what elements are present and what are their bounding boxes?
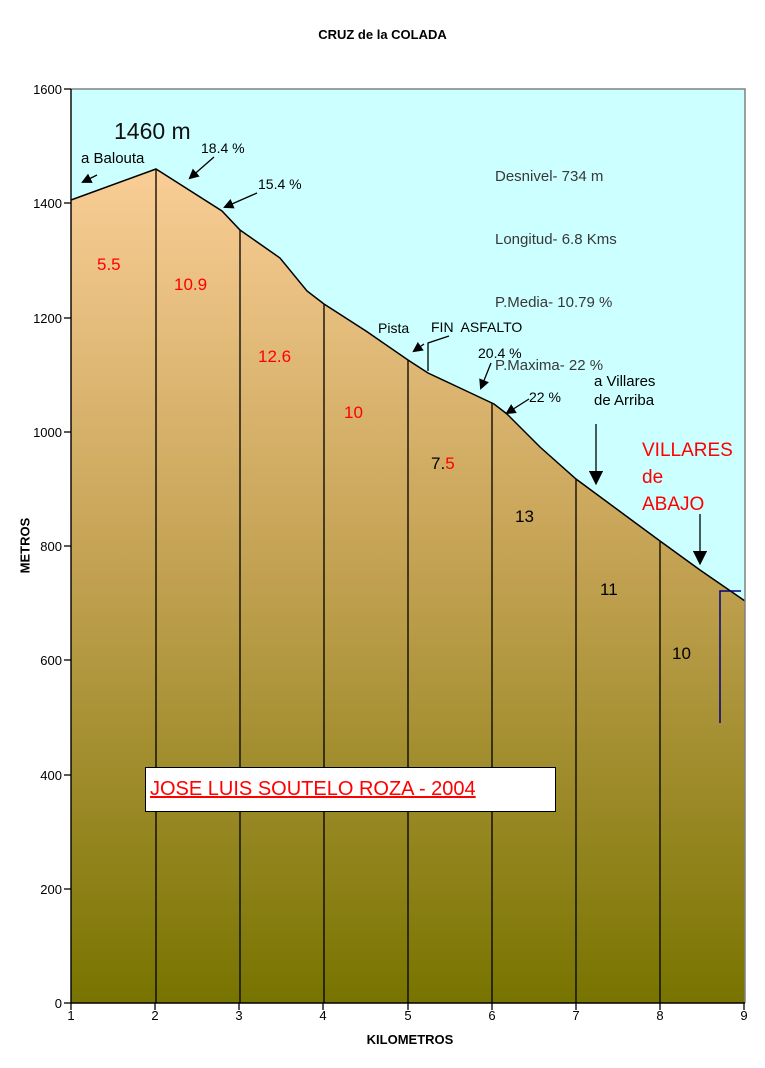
segment-grade-km3-4: 12.6 <box>258 347 292 366</box>
segment-grade-km5-6-red: 5 <box>445 454 455 473</box>
segment-grade-km7-8: 11 <box>600 580 618 599</box>
x-tick-1: 1 <box>67 1008 75 1023</box>
stat-desnivel: Desnivel- 734 m <box>495 168 604 185</box>
y-tick-1600: 1600 <box>33 82 62 97</box>
villares-arriba-line1: a Villares <box>594 373 656 390</box>
x-axis-ticks <box>70 1003 745 1010</box>
km-separator-lines <box>155 169 661 1003</box>
stat-p-maxima: P.Maxima- 22 % <box>495 357 604 374</box>
segment-grade-km5-6-black: 7. <box>431 454 446 473</box>
summit-elevation-label: 1460 m <box>114 118 191 144</box>
x-tick-4: 4 <box>319 1008 327 1023</box>
villares-abajo-line1: VILLARES <box>642 440 733 461</box>
y-tick-1400: 1400 <box>33 196 62 211</box>
segment-grade-km8-9: 10 <box>672 644 691 663</box>
y-tick-1000: 1000 <box>33 425 62 440</box>
y-tick-200: 200 <box>40 882 62 897</box>
credit-text: JOSE LUIS SOUTELO ROZA - 2004 <box>150 778 476 800</box>
chart-title: CRUZ de la COLADA <box>318 27 447 42</box>
profile-end-bracket <box>719 590 741 723</box>
grade-18-label: 18.4 % <box>201 140 245 156</box>
grade-18-arrow <box>188 156 215 180</box>
villares-arriba-line2: de Arriba <box>594 392 655 409</box>
credit-box: JOSE LUIS SOUTELO ROZA - 2004 <box>145 767 556 812</box>
fin-asfalto-label: FIN ASFALTO <box>431 319 523 335</box>
stat-longitud: Longitud- 6.8 Kms <box>495 231 617 248</box>
villares-abajo-line3: ABAJO <box>642 494 705 515</box>
y-tick-800: 800 <box>40 539 62 554</box>
x-axis-label: KILOMETROS <box>366 1032 454 1047</box>
grade-20-arrow <box>479 362 492 390</box>
grade-22-arrow <box>505 398 530 415</box>
x-tick-9: 9 <box>740 1008 748 1023</box>
x-tick-5: 5 <box>404 1008 412 1023</box>
x-tick-3: 3 <box>235 1008 243 1023</box>
stat-p-media: P.Media- 10.79 % <box>495 294 613 311</box>
segment-grade-km2-3: 10.9 <box>174 275 208 294</box>
y-tick-1200: 1200 <box>33 311 62 326</box>
segment-grade-km6-7: 13 <box>515 507 534 526</box>
grade-15-label: 15.4 % <box>258 176 302 192</box>
pista-arrow <box>412 341 425 353</box>
x-tick-6: 6 <box>488 1008 496 1023</box>
pista-label: Pista <box>378 320 410 336</box>
villares-abajo-line2: de <box>642 467 664 488</box>
y-tick-600: 600 <box>40 653 62 668</box>
y-axis-label: METROS <box>17 517 33 574</box>
x-tick-2: 2 <box>151 1008 159 1023</box>
x-tick-8: 8 <box>656 1008 664 1023</box>
fin-asfalto-callout-line <box>427 335 450 371</box>
balouta-arrow <box>81 173 98 183</box>
grade-15-arrow <box>223 192 258 209</box>
villares-arriba-label: a Villares de Arriba <box>594 372 655 410</box>
y-tick-0: 0 <box>54 996 62 1011</box>
y-axis-ticks <box>64 88 71 1004</box>
x-tick-7: 7 <box>572 1008 580 1023</box>
segment-grade-km4-5: 10 <box>344 403 363 422</box>
grade-20-label: 20.4 % <box>478 345 522 361</box>
plot-border <box>71 88 746 1003</box>
grade-22-label: 22 % <box>529 389 561 405</box>
climb-stats: Desnivel- 734 m Longitud- 6.8 Kms P.Medi… <box>495 124 617 418</box>
segment-grade-km1-2: 5.5 <box>97 255 121 274</box>
balouta-label: a Balouta <box>81 150 145 167</box>
villares-abajo-label: VILLARES de ABAJO <box>642 437 733 518</box>
segment-grade-km5-6: 7.5 <box>431 454 455 474</box>
y-tick-400: 400 <box>40 768 62 783</box>
annotation-arrows <box>81 156 708 566</box>
